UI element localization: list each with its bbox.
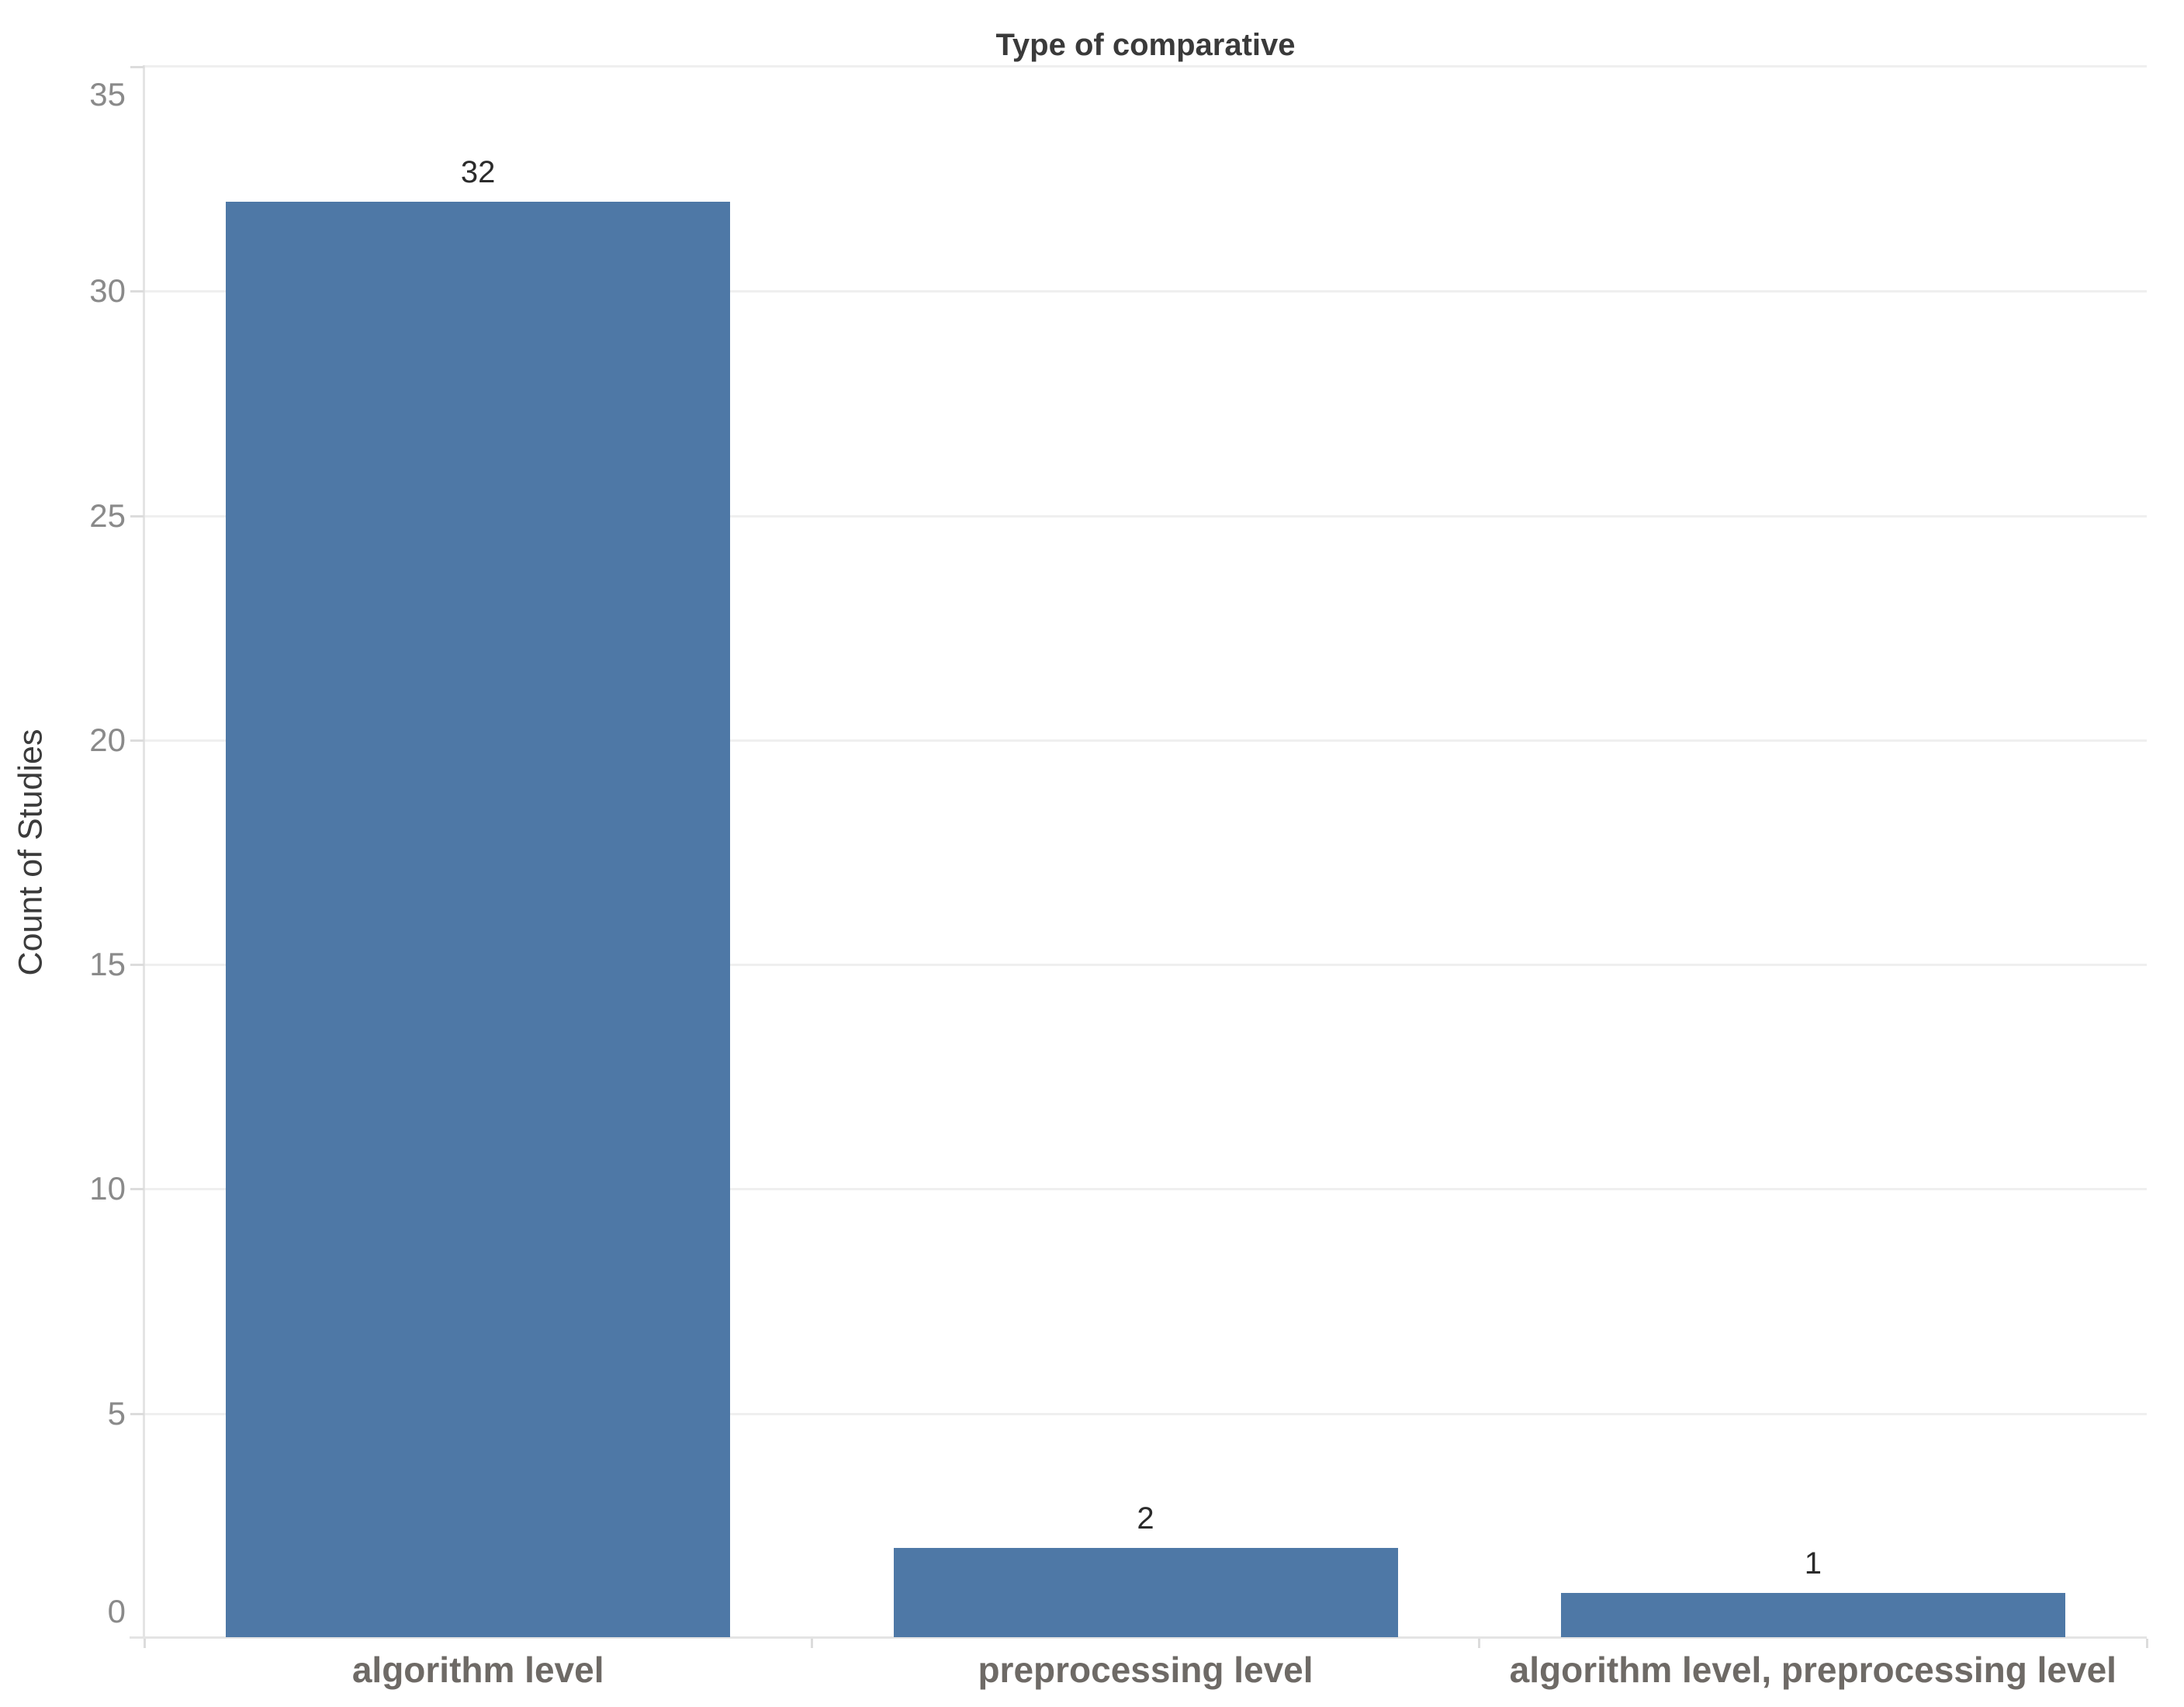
bar — [226, 201, 731, 1637]
y-tick-label-30: 30 — [89, 272, 126, 310]
x-tick-mark-0 — [143, 1639, 146, 1648]
bar-value-label: 32 — [460, 154, 496, 189]
y-axis-line — [143, 65, 145, 1638]
x-category-label: preprocessing level — [978, 1650, 1314, 1690]
x-tick-mark-2 — [1478, 1639, 1481, 1648]
y-tick-label-5: 5 — [107, 1394, 126, 1432]
gridline-20 — [144, 739, 2147, 742]
gridline-10 — [144, 1188, 2147, 1191]
gridline-30 — [144, 290, 2147, 293]
bar — [893, 1548, 1398, 1637]
y-tick-label-35: 35 — [89, 76, 126, 113]
bar — [1560, 1593, 2065, 1637]
y-tick-mark-15 — [130, 964, 144, 967]
y-axis-title: Count of Studies — [12, 729, 50, 975]
bar-value-label: 2 — [1137, 1501, 1154, 1536]
y-tick-label-20: 20 — [89, 721, 126, 758]
y-tick-mark-35 — [130, 66, 144, 68]
bar-value-label: 1 — [1804, 1546, 1822, 1581]
plot-top-border — [144, 65, 2147, 68]
y-tick-mark-30 — [130, 290, 144, 293]
y-tick-mark-5 — [130, 1412, 144, 1415]
y-tick-label-25: 25 — [89, 497, 126, 534]
x-tick-mark-1 — [810, 1639, 813, 1648]
y-tick-mark-10 — [130, 1188, 144, 1191]
x-tick-mark-3 — [2145, 1639, 2148, 1648]
y-tick-label-10: 10 — [89, 1170, 126, 1207]
x-category-label: algorithm level, preprocessing level — [1509, 1650, 2117, 1690]
chart-title: Type of comparative — [995, 28, 1296, 62]
gridline-15 — [144, 964, 2147, 967]
gridline-25 — [144, 514, 2147, 518]
y-tick-mark-20 — [130, 739, 144, 742]
y-tick-label-0: 0 — [107, 1593, 126, 1629]
y-tick-mark-25 — [130, 514, 144, 518]
x-category-label: algorithm level — [351, 1650, 604, 1690]
y-tick-label-15: 15 — [89, 946, 126, 983]
x-axis-line — [130, 1636, 2147, 1639]
gridline-5 — [144, 1412, 2147, 1415]
